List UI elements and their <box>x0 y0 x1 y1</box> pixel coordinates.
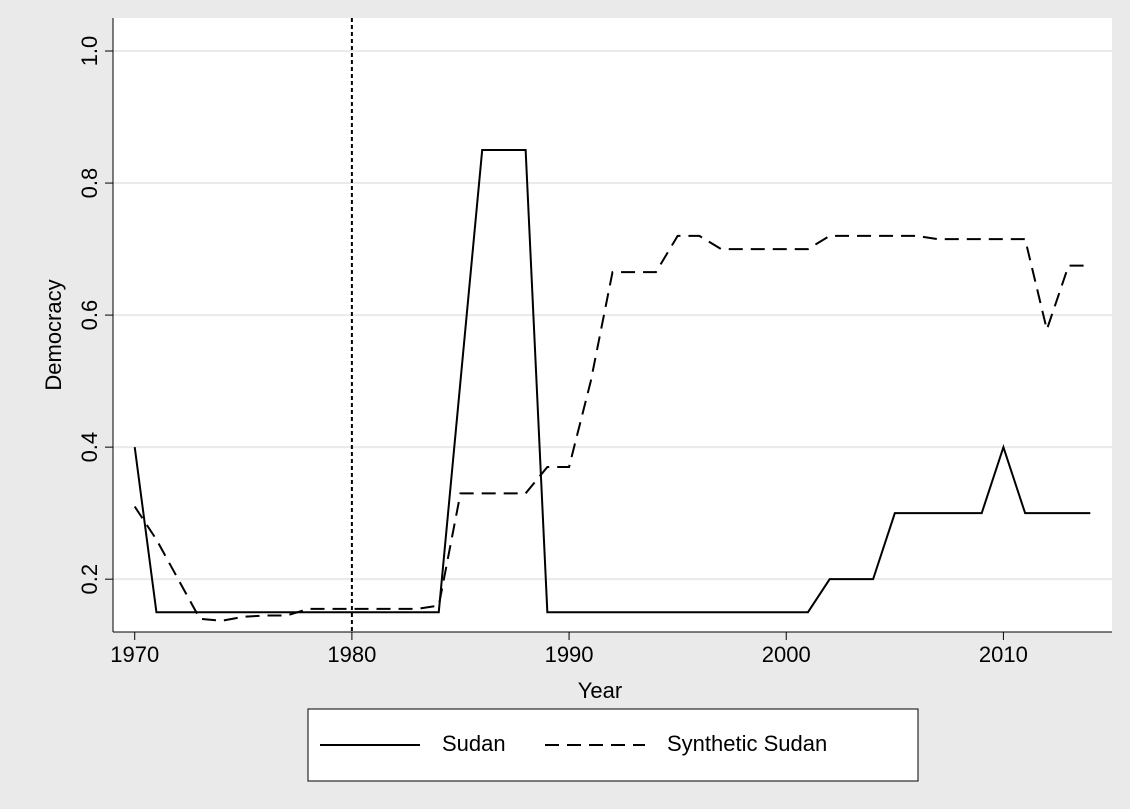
legend-label: Synthetic Sudan <box>667 731 827 756</box>
legend-label: Sudan <box>442 731 506 756</box>
x-tick-label: 1980 <box>327 642 376 667</box>
series-line <box>133 149 1091 614</box>
y-tick-label: 0.8 <box>77 168 102 199</box>
x-tick-label: 1990 <box>545 642 594 667</box>
y-tick-label: 1.0 <box>77 36 102 67</box>
y-tick-label: 0.2 <box>77 564 102 595</box>
y-axis-label: Democracy <box>41 279 66 390</box>
x-tick-label: 2000 <box>762 642 811 667</box>
x-axis-label: Year <box>578 678 622 703</box>
y-tick-label: 0.6 <box>77 300 102 331</box>
x-tick-label: 2010 <box>979 642 1028 667</box>
y-tick-label: 0.4 <box>77 432 102 463</box>
plot-area <box>113 18 1112 632</box>
series-line <box>133 234 1091 622</box>
x-tick-label: 1970 <box>110 642 159 667</box>
